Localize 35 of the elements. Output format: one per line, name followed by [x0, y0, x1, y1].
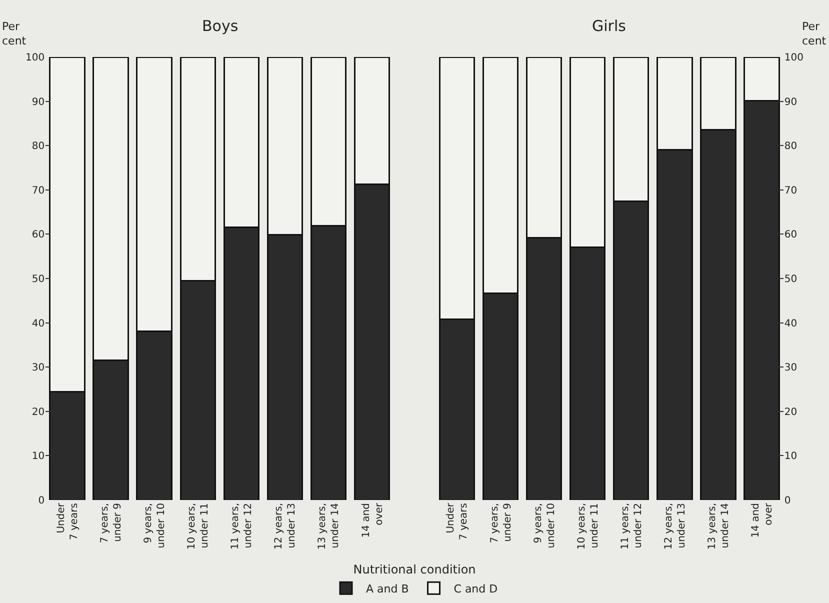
- chart-title: Boys: [202, 17, 238, 35]
- y-axis-title: Per cent: [2, 20, 27, 48]
- y-tick-label: 60: [784, 230, 798, 241]
- x-tick-label: 7 years, under 9: [100, 503, 124, 544]
- y-tick-label: 80: [32, 141, 45, 152]
- x-tick-label: 14 and over: [750, 502, 774, 538]
- y-tick-label: 100: [26, 52, 45, 64]
- x-tick-label: 14 and over: [360, 502, 385, 538]
- y-tick-label: 70: [32, 185, 45, 196]
- y-tick-label: 70: [784, 185, 798, 196]
- y-tick-label: 50: [784, 274, 798, 285]
- x-tick-label: 7 years, under 9: [489, 503, 514, 544]
- y-tick-label: 30: [784, 362, 798, 374]
- y-tick-label: 10: [784, 451, 798, 462]
- y-tick-label: 10: [32, 451, 45, 462]
- y-tick-label: 40: [784, 318, 798, 330]
- y-tick-label: 50: [32, 274, 45, 285]
- y-tick-label: 60: [32, 230, 45, 241]
- legend-title: Nutritional condition: [353, 562, 476, 577]
- x-tick-label: Under 7 years: [446, 502, 470, 540]
- legend-label: C and D: [454, 582, 498, 596]
- y-tick-label: 40: [32, 318, 45, 330]
- y-tick-label: 0: [38, 496, 45, 506]
- y-axis-title: Per cent: [802, 20, 827, 48]
- y-tick-label: 30: [32, 362, 45, 374]
- y-tick-label: 100: [784, 52, 804, 64]
- y-tick-label: 90: [784, 96, 798, 108]
- x-tick-label: Under 7 years: [56, 502, 80, 540]
- legend-label: A and B: [366, 582, 409, 596]
- y-tick-label: 90: [32, 96, 45, 108]
- y-tick-label: 20: [32, 406, 45, 418]
- y-tick-label: 80: [784, 141, 798, 152]
- y-tick-label: 20: [784, 406, 798, 418]
- y-tick-label: 0: [784, 496, 791, 506]
- chart-title: Girls: [592, 17, 626, 35]
